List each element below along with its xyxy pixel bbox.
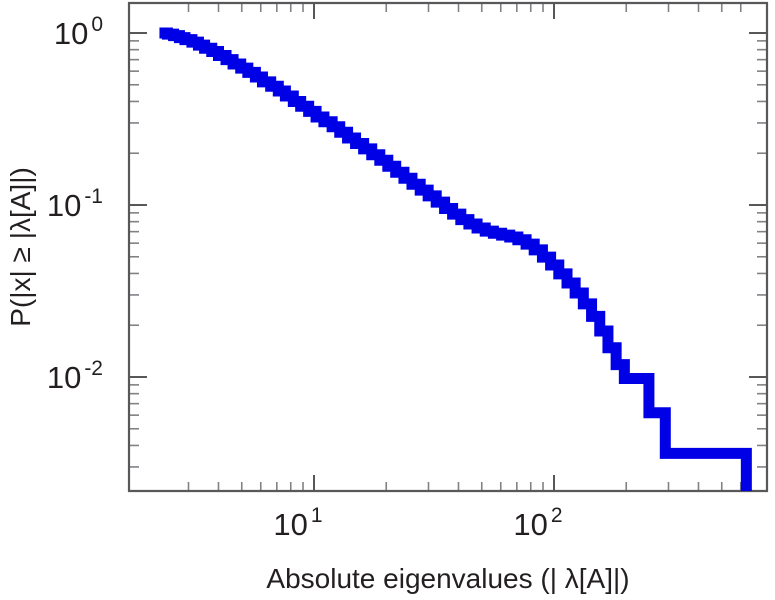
- plot-frame: [127, 1, 769, 493]
- x-axis-major-ticks: [313, 3, 555, 491]
- ccdf-series-line: [159, 27, 752, 491]
- x-tick-label: 10 2: [513, 504, 562, 542]
- y-tick-label: 10 -2: [47, 357, 103, 395]
- x-tick-label: 10 1: [273, 504, 322, 542]
- y-tick-label: 10 -1: [47, 185, 103, 223]
- y-tick-label: 10 0: [54, 13, 103, 51]
- tick-exponent: 2: [551, 504, 563, 527]
- tick-exponent: -1: [84, 185, 103, 208]
- y-axis-title: P(|x| ≥ |λ[A]|): [5, 167, 36, 327]
- x-axis-minor-ticks: [187, 3, 742, 491]
- y-axis-minor-ticks: [129, 40, 767, 468]
- tick-exponent: 0: [91, 13, 103, 36]
- tick-exponent: 1: [311, 504, 323, 527]
- x-axis-title: Absolute eigenvalues (| λ[A]|): [266, 563, 629, 594]
- y-axis-major-ticks: [129, 32, 767, 378]
- x-axis-tick-labels: 10 1 10 2: [273, 504, 562, 542]
- tick-exponent: -2: [84, 357, 103, 380]
